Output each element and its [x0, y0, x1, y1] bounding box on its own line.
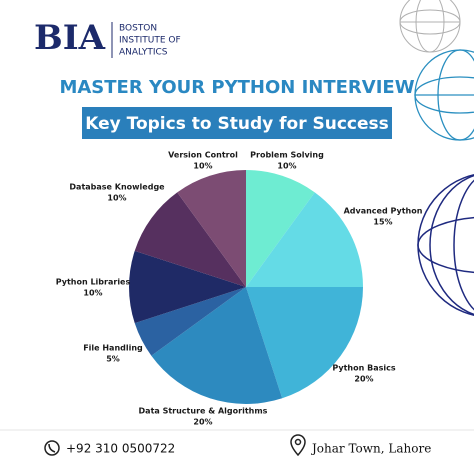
slice-value-label: 5% [106, 355, 120, 364]
logo-mark: BIA [34, 18, 106, 58]
slice-label: Python Basics [332, 364, 395, 373]
subtitle-box [82, 107, 392, 139]
pie-slice [129, 250, 246, 324]
pie-slice [177, 170, 246, 287]
slice-value-label: 15% [373, 218, 392, 227]
logo-name: BOSTON [119, 24, 157, 34]
logo-name: INSTITUTE OF [119, 36, 181, 46]
slice-value-label: 20% [354, 375, 373, 384]
slice-label: File Handling [83, 344, 143, 353]
slice-label: Problem Solving [250, 151, 324, 160]
logo-name: ANALYTICS [119, 48, 168, 58]
slice-label: Version Control [168, 151, 238, 160]
slice-value-label: 20% [193, 418, 212, 427]
slice-label: Data Structure & Algorithms [139, 407, 268, 416]
slice-label: Database Knowledge [69, 183, 165, 192]
pie-slice [246, 287, 363, 399]
slice-value-label: 10% [193, 162, 212, 171]
pie-slice [246, 192, 363, 287]
slice-label: Python Libraries [56, 278, 131, 287]
chart-title: MASTER YOUR PYTHON INTERVIEW [59, 77, 414, 98]
pie-slice [151, 287, 283, 404]
slice-value-label: 10% [107, 194, 126, 203]
pie-slice [134, 287, 246, 356]
phone: +92 310 0500722 [66, 442, 175, 456]
chart-subtitle: Key Topics to Study for Success [85, 114, 389, 134]
pie-slice [246, 170, 315, 287]
pie [129, 170, 363, 404]
slice-label: Advanced Python [344, 207, 423, 216]
address: Johar Town, Lahore [310, 442, 431, 456]
globe-decoration [399, 0, 474, 316]
phone-icon [44, 440, 60, 456]
slice-value-label: 10% [277, 162, 296, 171]
location-icon [290, 434, 306, 457]
pie-slice [134, 192, 246, 287]
slice-value-label: 10% [83, 289, 102, 298]
